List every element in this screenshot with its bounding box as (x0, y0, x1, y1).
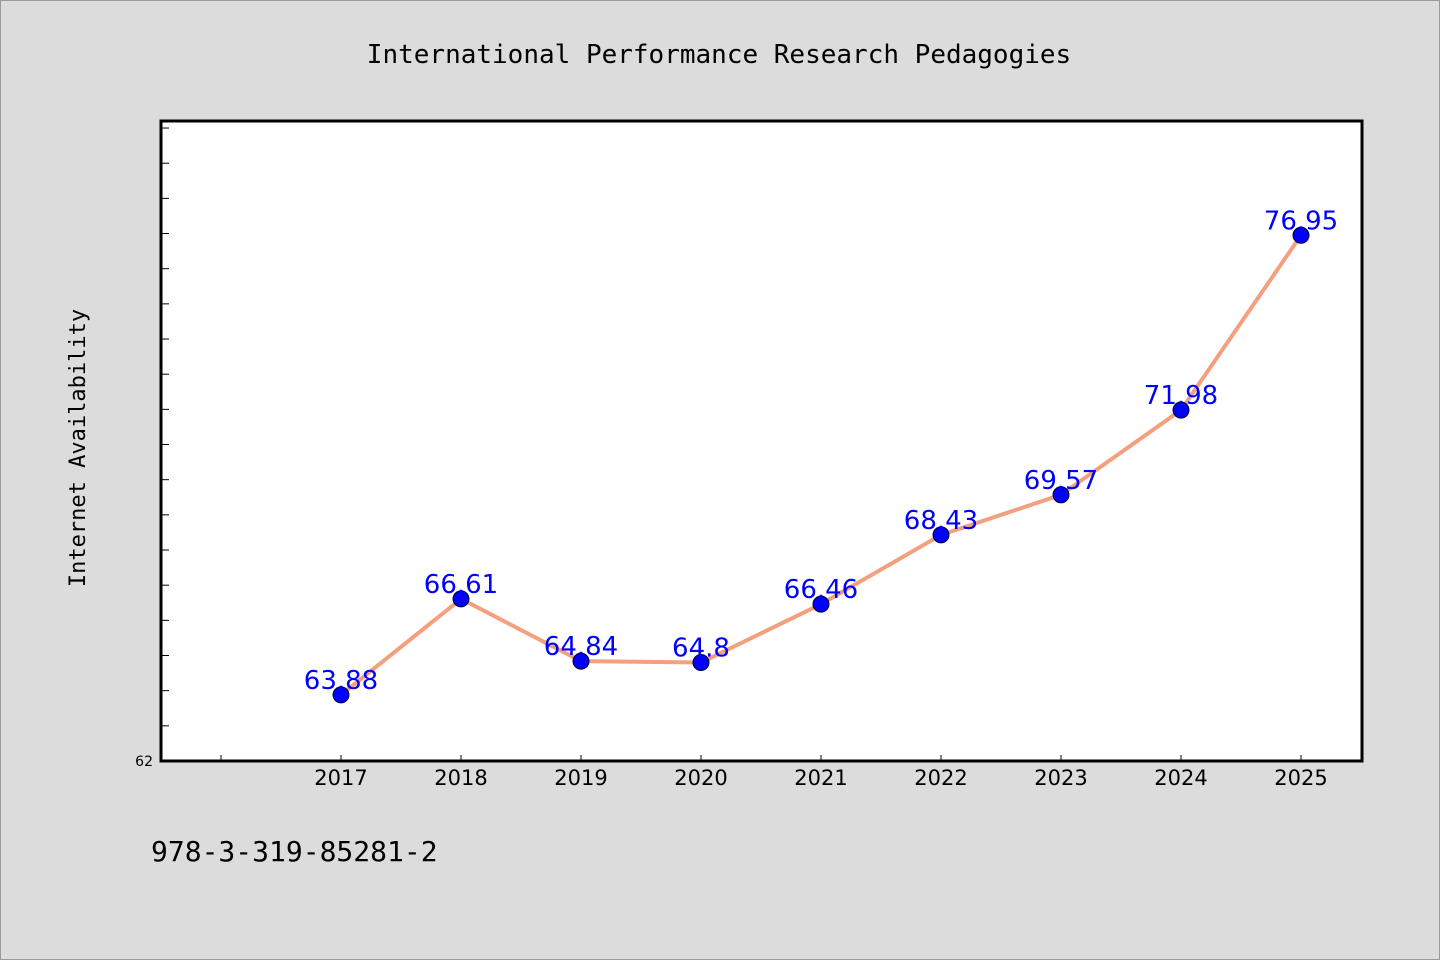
x-tick-label: 2023 (1034, 766, 1087, 790)
x-tick-label: 2020 (674, 766, 727, 790)
data-point-marker (1172, 401, 1190, 419)
x-tick-label: 2018 (434, 766, 487, 790)
data-label: 63.88 (304, 666, 378, 696)
data-point-marker (572, 652, 590, 670)
x-tick-label: 2025 (1274, 766, 1327, 790)
data-label: 64.84 (544, 632, 618, 662)
data-label: 68.43 (904, 506, 978, 536)
data-point-marker (1292, 226, 1310, 244)
data-point-marker (812, 595, 830, 613)
data-point-marker (692, 654, 710, 672)
footer-code: 978-3-319-85281-2 (151, 835, 438, 868)
data-point-marker (332, 686, 350, 704)
plot-area (159, 119, 1364, 763)
y-axis-label: Internet Availability (66, 309, 91, 587)
x-tick-label: 2019 (554, 766, 607, 790)
data-point-marker (932, 526, 950, 544)
y-tick-label: 62 (135, 754, 153, 770)
data-point-marker (1052, 486, 1070, 504)
x-tick-label: 2022 (914, 766, 967, 790)
chart-title: International Performance Research Pedag… (367, 40, 1071, 70)
marker-group (332, 226, 1310, 704)
data-point-marker (452, 590, 470, 608)
x-tick-label: 2024 (1154, 766, 1207, 790)
data-label: 64.8 (672, 634, 730, 664)
data-label-group: 63.88 66.61 64.84 64.8 66.46 68.43 69.57 71.98 7… (304, 206, 1338, 696)
x-axis-ticks: 2017 2018 2019 2020 2021 2022 2023 2024 2025 (220, 755, 1328, 790)
data-label: 66.46 (784, 575, 858, 605)
data-label: 66.61 (424, 570, 498, 600)
data-label: 71.98 (1144, 381, 1218, 411)
x-tick-label: 2021 (794, 766, 847, 790)
x-tick-label: 2017 (314, 766, 367, 790)
y-axis-ticks: 62 (135, 127, 169, 770)
data-label: 69.57 (1024, 466, 1098, 496)
data-label: 76.95 (1264, 206, 1338, 236)
